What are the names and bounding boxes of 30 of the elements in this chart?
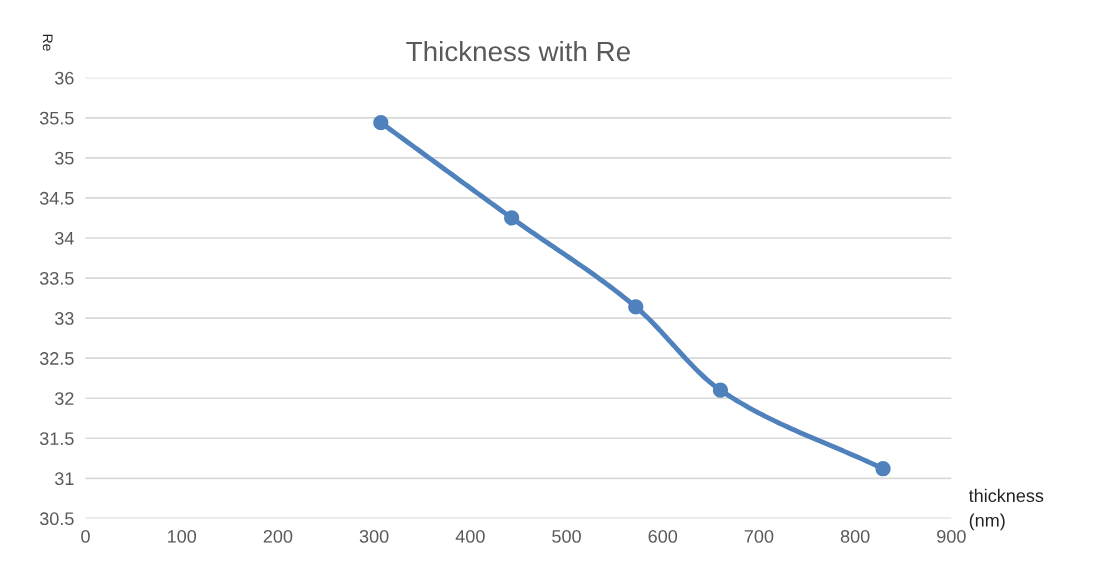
point bbox=[504, 210, 520, 226]
point bbox=[628, 299, 644, 315]
x-tick-label: 200 bbox=[263, 529, 293, 543]
x-tick-label: 300 bbox=[359, 529, 389, 543]
x-tick-label: 500 bbox=[552, 529, 581, 543]
x-tick-label: 400 bbox=[455, 529, 485, 543]
y-tick-label: 31.5 bbox=[39, 432, 74, 445]
y-tick-label: 32 bbox=[54, 392, 74, 405]
y-tick-label: 34 bbox=[54, 231, 74, 245]
y-tick-label: 35 bbox=[54, 151, 74, 165]
y-tick-label: 36 bbox=[54, 71, 74, 85]
x-tick-label: 800 bbox=[840, 529, 870, 543]
point bbox=[373, 114, 389, 131]
x-axis-title: thickness (nm) bbox=[968, 488, 1044, 531]
x-tick-label: 0 bbox=[81, 529, 90, 543]
y-tick-label: 32.5 bbox=[39, 352, 74, 365]
y-tick-label: 33 bbox=[54, 312, 74, 325]
y-tick-label: 31 bbox=[54, 472, 74, 486]
point bbox=[712, 382, 729, 398]
x-tick-label: 600 bbox=[648, 529, 678, 543]
y-tick-label: 33.5 bbox=[39, 271, 74, 285]
y-tick-label: 34.5 bbox=[39, 191, 74, 205]
y-tick-label: 35.5 bbox=[39, 111, 74, 125]
chart-title: Thickness with Re bbox=[406, 40, 630, 62]
y-axis-title: Re bbox=[42, 34, 53, 51]
y-tick-label: 30.5 bbox=[39, 512, 74, 526]
point bbox=[875, 461, 891, 477]
x-tick-label: 900 bbox=[937, 529, 966, 543]
x-tick-label: 700 bbox=[744, 529, 774, 543]
x-tick-label: 100 bbox=[168, 529, 197, 543]
